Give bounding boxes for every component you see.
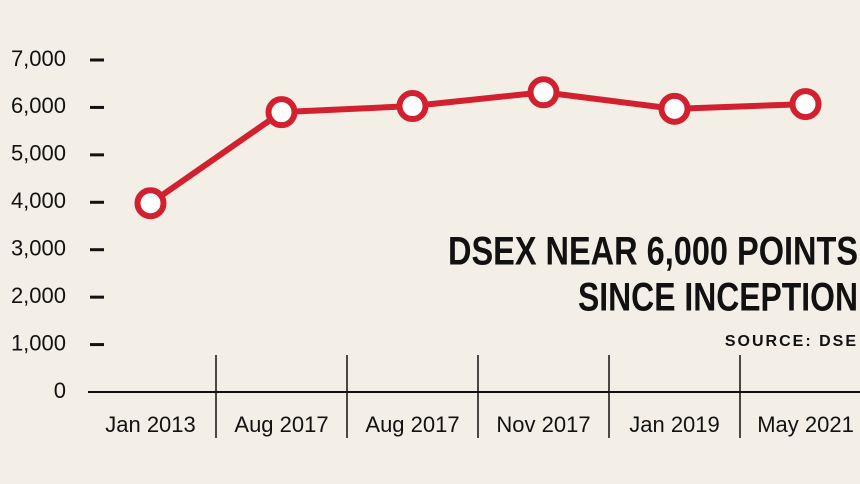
x-tick-label: Jan 2019 (629, 412, 720, 437)
x-tick-label: Nov 2017 (496, 412, 590, 437)
y-tick-label: 6,000 (11, 93, 66, 118)
title-line: DSEX NEAR 6,000 POINTS (448, 230, 858, 274)
x-tick-label: Aug 2017 (234, 412, 328, 437)
y-tick-label: 5,000 (11, 141, 66, 166)
point (265, 96, 298, 129)
point (789, 88, 822, 121)
point (658, 92, 691, 125)
x-tick-label: Aug 2017 (365, 412, 459, 437)
source: SOURCE: DSE (725, 333, 858, 350)
y-tick-label: 0 (54, 378, 66, 403)
point (396, 90, 429, 123)
y-tick-label: 7,000 (11, 46, 66, 71)
y-tick-label: 1,000 (11, 330, 66, 355)
x-tick-label: Jan 2013 (105, 412, 196, 437)
point (134, 187, 167, 220)
y-tick-label: 4,000 (11, 188, 66, 213)
y-tick-label: 2,000 (11, 283, 66, 308)
point (527, 76, 560, 109)
line (148, 89, 806, 206)
x-tick-label: May 2021 (757, 412, 854, 437)
title-line: SINCE INCEPTION (578, 276, 858, 320)
y-tick-label: 3,000 (11, 236, 66, 261)
